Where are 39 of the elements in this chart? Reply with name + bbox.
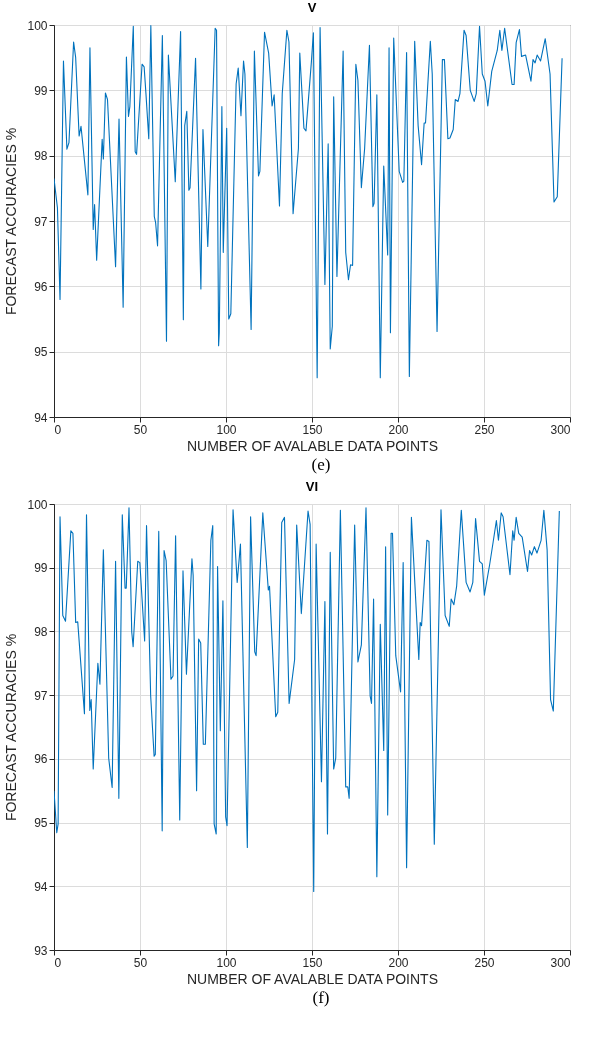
x-tick-label: 150	[302, 422, 323, 437]
y-axis-title: FORECAST ACCURACIES %	[3, 633, 20, 822]
chart-title: VI	[305, 479, 319, 494]
y-tick-label: 94	[34, 879, 48, 894]
line-series	[54, 25, 563, 379]
y-tick-label: 97	[34, 214, 48, 229]
y-tick-label: 94	[34, 410, 48, 425]
x-tick-label: 150	[302, 955, 323, 970]
y-tick-label: 96	[34, 279, 48, 294]
x-tick-label: 50	[133, 422, 148, 437]
y-tick-label: 97	[34, 688, 48, 703]
x-tick-label: 100	[216, 422, 237, 437]
y-tick-label: 93	[34, 943, 48, 958]
y-tick-label: 96	[34, 752, 48, 767]
text: (f)	[311, 988, 331, 1008]
y-tick-label: 95	[34, 345, 48, 360]
line-series	[54, 507, 560, 892]
x-tick-label: 100	[216, 955, 237, 970]
x-axis-title: NUMBER OF AVALABLE DATA POINTS	[186, 970, 439, 987]
y-tick-label: 100	[27, 497, 48, 512]
x-tick-label: 300	[550, 955, 571, 970]
y-tick-label: 95	[34, 816, 48, 831]
x-tick-label: 0	[54, 955, 62, 970]
y-axis-title: FORECAST ACCURACIES %	[3, 127, 20, 316]
text: (e)	[310, 455, 332, 475]
y-tick-label: 98	[34, 149, 48, 164]
x-tick-label: 50	[133, 955, 148, 970]
y-tick-label: 100	[27, 18, 48, 33]
x-tick-label: 200	[388, 422, 409, 437]
x-tick-label: 300	[550, 422, 571, 437]
y-tick-label: 99	[34, 83, 48, 98]
y-tick-label: 98	[34, 624, 48, 639]
x-tick-label: 0	[54, 422, 62, 437]
x-tick-label: 200	[388, 955, 409, 970]
x-tick-label: 250	[474, 422, 495, 437]
y-tick-label: 99	[34, 561, 48, 576]
chart-title: V	[307, 0, 317, 15]
x-axis-title: NUMBER OF AVALABLE DATA POINTS	[186, 437, 439, 454]
x-tick-label: 250	[474, 955, 495, 970]
